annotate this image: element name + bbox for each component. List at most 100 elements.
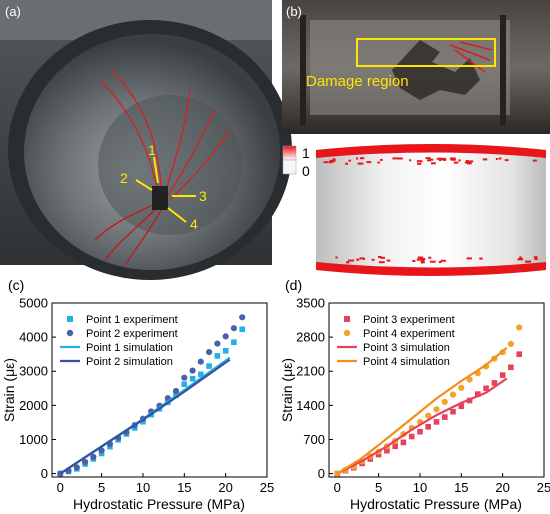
- chart-d-point: [475, 391, 481, 397]
- chart-d-series-line: [336, 346, 508, 475]
- damage-speckle: [377, 161, 380, 164]
- chart-c-ytick-label: 1000: [19, 432, 48, 447]
- chart-d-point: [442, 414, 448, 420]
- damage-speckle: [436, 157, 443, 160]
- chart-d-ytick-label: 700: [303, 432, 325, 447]
- damage-speckle: [533, 256, 538, 259]
- chart-c-point: [181, 381, 188, 387]
- gauge-pointers: [135, 156, 196, 223]
- tie-rod-right: [500, 15, 506, 125]
- chart-c-legend-label: Point 2 simulation: [86, 356, 173, 368]
- chart-c-xtick-label: 20: [218, 480, 232, 495]
- damage-speckle: [366, 161, 372, 164]
- damage-region-box: [356, 38, 496, 67]
- chart-c-point: [197, 358, 204, 365]
- panel-d-label: (d): [285, 277, 302, 293]
- point-label-1: 1: [148, 142, 156, 158]
- damage-speckle: [356, 157, 359, 160]
- panel-a-label: (a): [5, 4, 21, 19]
- chart-d-ytick-label: 0: [318, 466, 325, 481]
- damage-speckle: [465, 160, 469, 162]
- chart-c-point: [231, 339, 237, 345]
- damage-speckle: [504, 159, 509, 162]
- damage-speckle: [359, 257, 365, 260]
- tie-rod-left: [300, 15, 306, 125]
- chart-c-point: [239, 314, 246, 321]
- damage-speckle: [371, 258, 375, 261]
- chart-c-series-line: [59, 358, 231, 475]
- damage-speckle: [534, 258, 538, 260]
- chart-c-point: [222, 333, 229, 340]
- chart-c-legend-swatch: [66, 329, 74, 337]
- photo-b-wires: [449, 41, 493, 73]
- chart-d-point: [458, 384, 465, 391]
- panel-b-photo: Damage region (b): [282, 0, 550, 134]
- damage-speckle: [425, 157, 431, 160]
- chart-c-point: [172, 387, 180, 395]
- chart-d-point: [384, 447, 390, 454]
- damage-speckle: [416, 258, 421, 261]
- pointer-1-arrow: [153, 156, 159, 184]
- damage-speckle: [348, 159, 351, 162]
- chart-d-point: [450, 408, 456, 415]
- damage-speckle: [380, 158, 383, 161]
- damage-speckle: [356, 258, 360, 261]
- chart-d-legend-label: Point 4 experiment: [363, 328, 455, 340]
- panel-c-label: (c): [8, 277, 24, 293]
- simulated-cylinder: [316, 144, 546, 276]
- chart-c-point: [239, 326, 245, 333]
- damage-speckle: [469, 160, 474, 163]
- damage-speckle: [359, 157, 365, 160]
- damage-speckle: [345, 162, 348, 165]
- damage-speckle: [479, 257, 483, 260]
- chart-d-legend-label: Point 4 simulation: [363, 356, 450, 368]
- damage-speckle: [357, 162, 364, 165]
- chart-c-ticks: 0 5 10 15 20 25 0 1000 2000 3000 4000 5000: [19, 296, 274, 496]
- chart-c-ytick-label: 0: [41, 466, 48, 481]
- chart-d-point: [516, 324, 523, 331]
- chart-c-point: [206, 349, 213, 356]
- damage-speckle: [517, 258, 524, 261]
- damage-speckle: [453, 161, 459, 164]
- chart-c-ytick-label: 5000: [19, 296, 48, 311]
- damage-speckle: [427, 159, 432, 162]
- damage-speckle: [378, 261, 385, 264]
- damage-speckle: [348, 259, 355, 262]
- damage-speckle: [429, 158, 434, 161]
- damage-speckle: [466, 161, 469, 164]
- chart-d-ytick-label: 1400: [296, 398, 325, 413]
- damage-speckle: [323, 161, 329, 164]
- damage-speckle: [519, 256, 522, 259]
- chart-d-xtick-label: 25: [537, 480, 550, 495]
- chart-d-ylabel: Strain (με): [279, 358, 295, 422]
- chart-d-point: [433, 406, 440, 413]
- damage-speckle: [420, 261, 424, 264]
- chart-c-legend-label: Point 1 experiment: [86, 314, 178, 326]
- chart-c-point: [206, 363, 212, 369]
- panel-a-photo: (a) 1 2 3 4: [0, 0, 292, 280]
- chart-d-ytick-label: 2800: [296, 330, 325, 345]
- chart-c-xtick-label: 5: [98, 480, 105, 495]
- chart-c-point: [73, 464, 80, 471]
- damage-speckle: [417, 256, 424, 259]
- chart-c-marks: [57, 314, 246, 477]
- chart-d-point: [425, 412, 432, 419]
- colorbar-max-label: 1: [302, 145, 310, 161]
- chart-d-frame: [328, 302, 545, 478]
- chart-c-point: [189, 367, 196, 374]
- chart-c-xtick-label: 25: [260, 480, 274, 495]
- chart-c-point: [98, 450, 105, 457]
- chart-d-xtick-label: 0: [334, 480, 341, 495]
- chart-d-point: [425, 424, 431, 430]
- chart-d-legend-label: Point 3 experiment: [363, 314, 455, 326]
- chart-d-legend: Point 3 experiment Point 4 experiment Poin…: [337, 314, 455, 368]
- damage-speckle: [438, 261, 442, 264]
- damage-speckle: [438, 159, 442, 162]
- sensor-wires-upper: [99, 69, 231, 201]
- point-label-3: 3: [199, 188, 207, 204]
- damage-speckle: [332, 158, 336, 161]
- chart-d-series-line: [336, 377, 508, 475]
- chart-d-point: [400, 439, 407, 446]
- pointer-4-arrow: [167, 207, 187, 223]
- chart-d-legend-swatch: [344, 316, 350, 322]
